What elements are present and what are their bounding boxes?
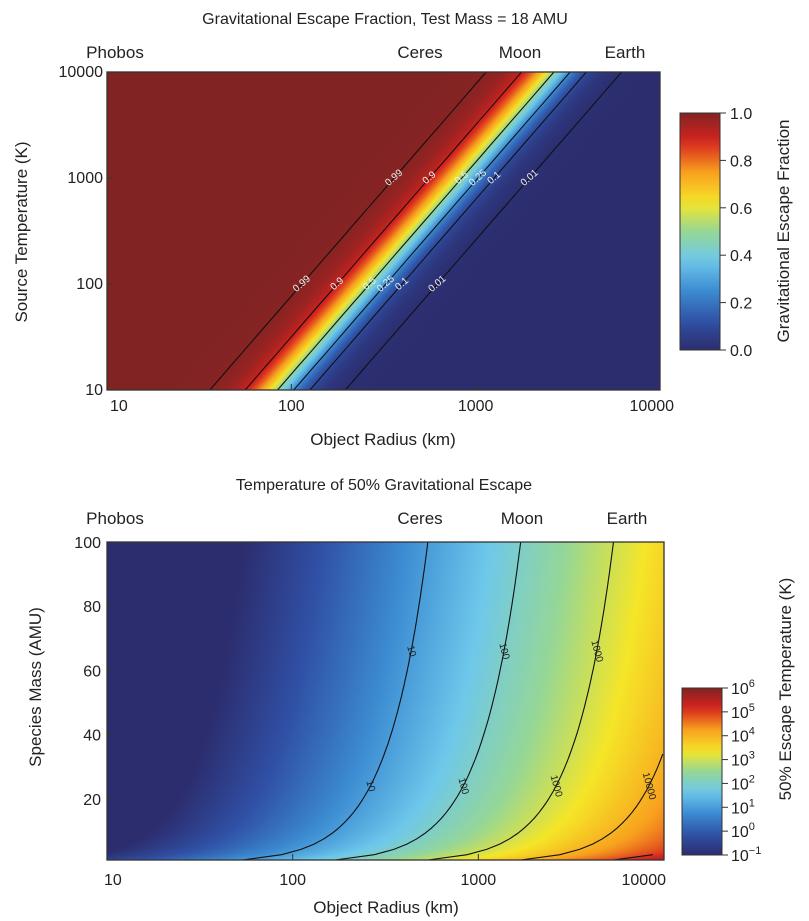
colorbar — [679, 112, 721, 351]
y-tick-label: 20 — [83, 792, 101, 809]
colorbar-tick-label: 102 — [731, 773, 755, 793]
colorbar-tick-exponent: 6 — [749, 678, 755, 690]
contour-line — [334, 541, 522, 861]
escape-temperature-panel: Temperature of 50% Gravitational Escape … — [26, 477, 795, 917]
y-tick-label: 100 — [76, 276, 103, 293]
y-axis-label: Species Mass (AMU) — [26, 607, 45, 767]
chart-title: Temperature of 50% Gravitational Escape — [236, 477, 532, 494]
colorbar-label: Gravitational Escape Fraction — [774, 120, 793, 343]
contour-line — [309, 71, 587, 391]
colorbar-tick-label: 100 — [731, 821, 755, 841]
colorbar-tick-exponent: 5 — [749, 702, 755, 714]
colorbar-tick-base: 10 — [731, 800, 749, 817]
contour-line — [293, 71, 571, 391]
colorbar-tick-exponent: 1 — [749, 797, 755, 809]
body-label-moon: Moon — [499, 43, 542, 62]
x-tick-label: 1000 — [461, 872, 497, 889]
contour-line — [344, 71, 623, 391]
contour-line — [277, 71, 555, 391]
y-tick-label: 10 — [85, 382, 103, 399]
x-axis-label: Object Radius (km) — [310, 430, 455, 449]
y-tick-label: 80 — [83, 599, 101, 616]
x-axis-label: Object Radius (km) — [313, 898, 458, 917]
x-tick-label: 10000 — [630, 398, 675, 415]
escape-temperature-heatmap — [107, 542, 664, 860]
contour-line — [427, 541, 615, 861]
contour-line — [613, 854, 653, 861]
x-tick-label: 1000 — [458, 398, 494, 415]
contour-label: 100 — [455, 777, 470, 796]
contour-line — [242, 541, 429, 861]
colorbar-tick-label: 105 — [731, 702, 755, 722]
colorbar-tick-label: 103 — [731, 750, 755, 770]
colorbar-tick-label: 0.6 — [730, 201, 752, 218]
colorbar-tick-label: 0.4 — [730, 248, 752, 265]
x-tick-label: 100 — [279, 872, 306, 889]
colorbar-tick-base: 10 — [731, 681, 749, 698]
body-label-earth: Earth — [605, 43, 646, 62]
colorbar-tick-base: 10 — [731, 776, 749, 793]
colorbar-tick-base: 10 — [731, 848, 749, 865]
x-tick-label: 10 — [104, 872, 122, 889]
colorbar-tick-exponent: 4 — [749, 726, 755, 738]
plot-frame — [106, 541, 665, 861]
colorbar-tick-base: 10 — [731, 729, 749, 746]
colorbar — [681, 687, 723, 856]
y-tick-label: 100 — [74, 535, 101, 552]
body-label-moon: Moon — [501, 509, 544, 528]
contour-label: 10 — [404, 644, 418, 658]
body-label-phobos: Phobos — [86, 509, 144, 528]
colorbar-tick-exponent: 3 — [749, 750, 755, 762]
x-tick-label: 100 — [278, 398, 305, 415]
body-label-earth: Earth — [607, 509, 648, 528]
colorbar-tick-label: 0.0 — [730, 343, 752, 360]
escape-fraction-panel: Gravitational Escape Fraction, Test Mass… — [12, 11, 793, 449]
y-tick-label: 10000 — [59, 64, 104, 81]
plot-frame — [106, 71, 661, 391]
chart-title: Gravitational Escape Fraction, Test Mass… — [202, 11, 568, 28]
contour-line — [520, 753, 664, 861]
y-axis-label: Source Temperature (K) — [12, 141, 31, 322]
colorbar-tick-label: 10−1 — [731, 845, 761, 865]
colorbar-tick-base: 10 — [731, 824, 749, 841]
colorbar-tick-label: 106 — [731, 678, 755, 698]
contour-label: 100 — [496, 642, 511, 661]
contour-line — [244, 71, 523, 391]
colorbar-tick-base: 10 — [731, 705, 749, 722]
x-tick-label: 10 — [110, 398, 128, 415]
body-label-ceres: Ceres — [397, 509, 442, 528]
colorbar-tick-label: 0.8 — [730, 153, 752, 170]
body-label-ceres: Ceres — [397, 43, 442, 62]
body-label-phobos: Phobos — [86, 43, 144, 62]
colorbar-tick-exponent: 2 — [749, 773, 755, 785]
colorbar-tick-exponent: −1 — [749, 845, 762, 857]
colorbar-tick-label: 0.2 — [730, 296, 752, 313]
y-tick-label: 60 — [83, 663, 101, 680]
colorbar-tick-label: 104 — [731, 726, 755, 746]
contour-line — [209, 71, 487, 391]
colorbar-label: 50% Escape Temperature (K) — [776, 578, 795, 801]
colorbar-tick-label: 101 — [731, 797, 755, 817]
contour-label: 10 — [363, 779, 377, 793]
colorbar-tick-base: 10 — [731, 753, 749, 770]
colorbar-tick-exponent: 0 — [749, 821, 755, 833]
y-tick-label: 1000 — [67, 170, 103, 187]
x-tick-label: 10000 — [622, 872, 667, 889]
colorbar-tick-label: 1.0 — [730, 106, 752, 123]
y-tick-label: 40 — [83, 728, 101, 745]
